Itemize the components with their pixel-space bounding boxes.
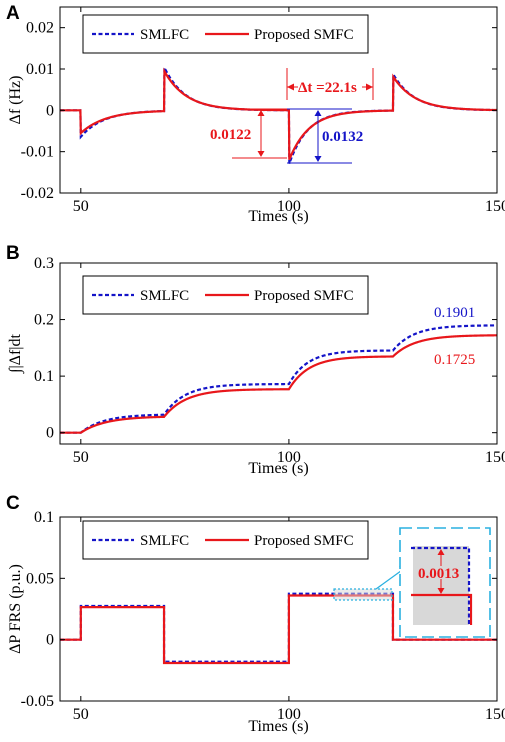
final-value-smfc: 0.1725 bbox=[434, 352, 475, 368]
x-tick-label: 50 bbox=[73, 198, 89, 215]
red-arrowhead-bottom bbox=[257, 151, 265, 157]
x-tick-label: 150 bbox=[485, 449, 505, 466]
red-value-label: 0.0122 bbox=[210, 127, 251, 143]
dt-label: Δt =22.1s bbox=[298, 80, 357, 96]
panel-label-c: C bbox=[6, 493, 20, 514]
zoom-line-smfc bbox=[411, 593, 473, 625]
x-tick-label: 50 bbox=[73, 449, 89, 466]
blue-arrowhead-bottom bbox=[314, 156, 322, 162]
legend-label-smfc: Proposed SMFC bbox=[254, 27, 354, 43]
legend-label-smfc: Proposed SMFC bbox=[254, 533, 354, 549]
series-line-smfc bbox=[60, 334, 497, 434]
x-tick-label: 100 bbox=[277, 706, 301, 723]
x-axis-label: Times (s) bbox=[248, 208, 308, 225]
y-axis-label: ΔP FRS (p.u.) bbox=[7, 564, 24, 654]
panel-c: C 50 100 150 -0.05 0 0.05 0.1 Times (s) ΔP FRS (… bbox=[6, 493, 505, 735]
zoom-arrowhead-bottom bbox=[437, 588, 445, 594]
legend-label-smlfc: SMLFC bbox=[140, 288, 189, 304]
zoom-arrowhead-top bbox=[437, 549, 445, 555]
panel-b: B 50 100 150 0 0.1 0.2 0.3 Times (s) ∫|Δf|dt SML… bbox=[6, 243, 505, 477]
series-line-smlfc bbox=[60, 324, 497, 434]
red-arrowhead-top bbox=[257, 110, 265, 116]
x-tick-label: 100 bbox=[277, 198, 301, 215]
y-tick-label: -0.01 bbox=[21, 144, 54, 161]
zoom-source-box bbox=[333, 588, 393, 601]
plot-frame bbox=[59, 516, 498, 702]
y-tick-label: -0.02 bbox=[21, 185, 54, 202]
zoom-value-label: 0.0013 bbox=[418, 566, 459, 582]
dt-arrowhead-left bbox=[287, 83, 294, 91]
panel-a: A 50 100 150 -0.02 -0.01 0 0.01 0.02 Times (s) Δf… bbox=[6, 3, 505, 225]
y-tick-label: -0.05 bbox=[21, 693, 54, 710]
y-tick-label: 0 bbox=[46, 632, 54, 649]
legend-label-smlfc: SMLFC bbox=[140, 27, 189, 43]
y-tick-label: 0 bbox=[46, 102, 54, 119]
x-axis-label: Times (s) bbox=[248, 718, 308, 735]
y-axis-label: Δf (Hz) bbox=[7, 76, 24, 125]
y-tick-label: 0.01 bbox=[26, 61, 54, 78]
legend-a: SMLFC Proposed SMFC bbox=[82, 14, 369, 54]
x-tick-label: 50 bbox=[73, 706, 89, 723]
x-axis-label: Times (s) bbox=[248, 460, 308, 477]
legend-b: SMLFC Proposed SMFC bbox=[82, 275, 369, 315]
blue-arrowhead-top bbox=[314, 110, 322, 116]
final-value-smlfc: 0.1901 bbox=[434, 305, 475, 321]
y-tick-label: 0.1 bbox=[34, 368, 54, 385]
x-tick-label: 150 bbox=[485, 198, 505, 215]
legend-label-smlfc: SMLFC bbox=[140, 533, 189, 549]
panel-label-b: B bbox=[6, 243, 20, 264]
y-tick-label: 0.3 bbox=[34, 255, 54, 272]
series-line-smfc bbox=[60, 67, 498, 161]
zoom-annotation: 0.0013 bbox=[333, 527, 491, 638]
series-line-smfc bbox=[60, 594, 497, 665]
y-tick-label: 0.2 bbox=[34, 312, 54, 329]
panel-label-a: A bbox=[6, 3, 20, 24]
x-tick-label: 100 bbox=[277, 449, 301, 466]
y-tick-label: 0.05 bbox=[26, 570, 54, 587]
y-axis-label: ∫|Δf|dt bbox=[7, 334, 25, 374]
legend-c: SMLFC Proposed SMFC bbox=[82, 520, 369, 560]
plot-frame bbox=[59, 6, 498, 194]
blue-value-label: 0.0132 bbox=[322, 129, 363, 145]
x-tick-label: 150 bbox=[485, 706, 505, 723]
legend-label-smfc: Proposed SMFC bbox=[254, 288, 354, 304]
plot-frame bbox=[59, 262, 498, 445]
dt-arrowhead-right bbox=[366, 83, 373, 91]
y-tick-label: 0 bbox=[46, 425, 54, 442]
annotations-a: Δt =22.1s 0.0122 0.0132 bbox=[210, 68, 374, 164]
y-tick-label: 0.02 bbox=[26, 20, 54, 37]
legend-box bbox=[82, 520, 369, 560]
y-tick-label: 0.1 bbox=[34, 509, 54, 526]
